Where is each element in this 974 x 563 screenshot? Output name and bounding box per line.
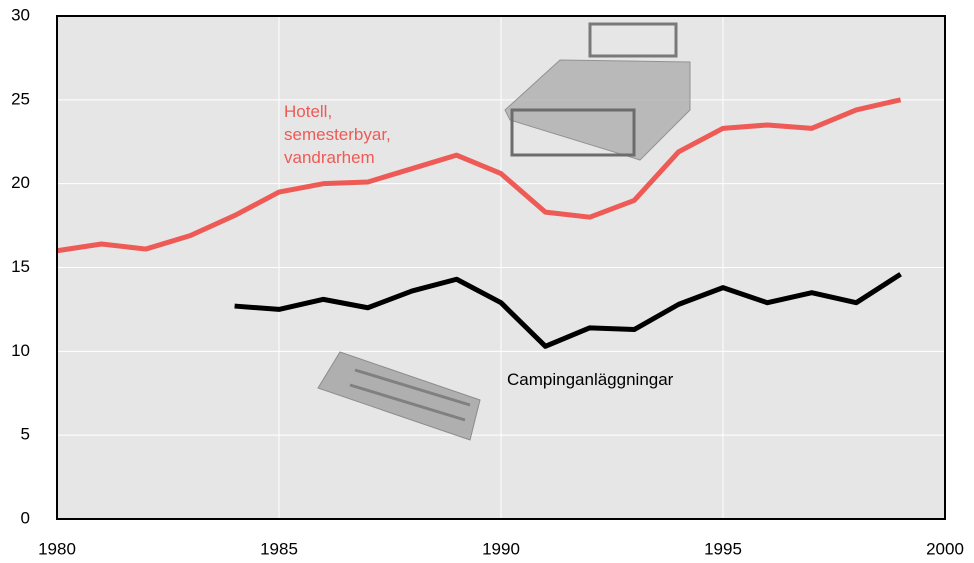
- y-tick-label: 25: [11, 89, 30, 108]
- x-tick-label: 1995: [704, 539, 742, 558]
- y-tick-label: 20: [11, 173, 30, 192]
- chart: 0 5 10 15 20 25 30 1980 1985 1990 1995 2000: [0, 0, 974, 563]
- x-tick-label: 2000: [926, 539, 964, 558]
- y-tick-label: 5: [21, 425, 30, 444]
- y-tick-label: 15: [11, 257, 30, 276]
- y-tick-label: 30: [11, 5, 30, 24]
- series-label: Hotell, semesterbyar, vandrarhem: [284, 100, 391, 169]
- x-tick-label: 1980: [38, 539, 76, 558]
- y-tick-label: 10: [11, 341, 30, 360]
- series-label: Campinganläggningar: [507, 368, 673, 391]
- y-tick-label: 0: [21, 508, 30, 527]
- x-tick-label: 1990: [482, 539, 520, 558]
- page: 0 5 10 15 20 25 30 1980 1985 1990 1995 2000 Hotell,…: [0, 0, 974, 563]
- x-tick-label: 1985: [260, 539, 298, 558]
